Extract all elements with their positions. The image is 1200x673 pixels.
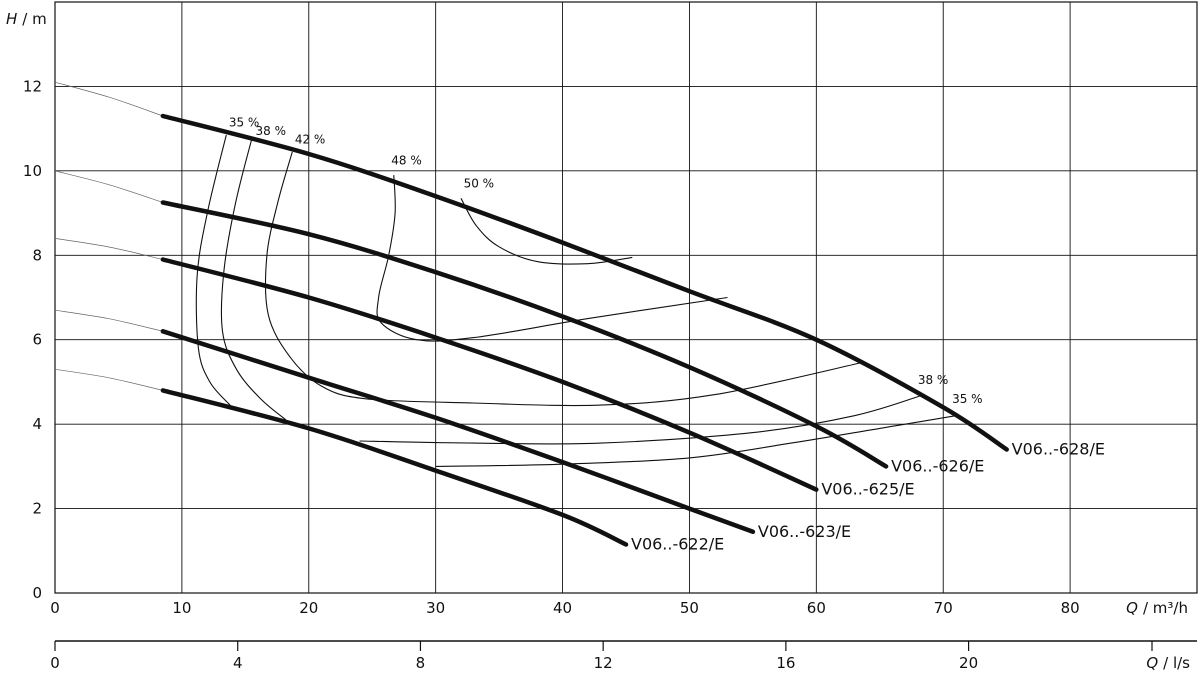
curve-extension-line: [54, 238, 163, 260]
pump-curve: [160, 113, 1009, 452]
x-axis-unit: / m³/h: [1143, 599, 1188, 617]
efficiency-label: 35 %: [229, 116, 259, 130]
x2-axis-label: Q / l/s: [1146, 654, 1190, 672]
y-axis-symbol: H: [6, 10, 17, 28]
x2-tick-label: 8: [416, 654, 426, 672]
efficiency-curve: [195, 134, 231, 406]
x-tick-label: 30: [426, 599, 445, 617]
x-tick-label: 60: [807, 599, 826, 617]
x-tick-label: 10: [172, 599, 191, 617]
plot-frame: [54, 1, 1198, 594]
x2-tick-label: 0: [50, 654, 60, 672]
x-tick-label: 0: [50, 599, 60, 617]
pump-curve-label: V06..-623/E: [758, 522, 851, 541]
pump-curve-label: V06..-626/E: [891, 456, 984, 475]
y-tick-label: 0: [32, 584, 42, 602]
efficiency-curve: [220, 139, 287, 421]
x2-tick-label: 16: [776, 654, 795, 672]
efficiency-curve: [264, 151, 861, 407]
efficiency-curve: [359, 394, 925, 445]
system-lines: [54, 81, 164, 391]
y-tick-label: 10: [23, 162, 42, 180]
x-tick-label: 20: [299, 599, 318, 617]
curve-extension-line: [54, 309, 163, 332]
y-tick-label: 6: [32, 331, 42, 349]
x-axis-symbol: Q: [1126, 599, 1138, 617]
y-tick-label: 8: [32, 246, 42, 264]
x2-axis-symbol: Q: [1146, 654, 1158, 672]
efficiency-label: 38 %: [255, 124, 285, 138]
pump-curve-label: V06..-625/E: [821, 480, 914, 499]
pump-curve: [160, 200, 889, 469]
curve-extension-line: [54, 368, 163, 391]
x-tick-label: 50: [680, 599, 699, 617]
x2-tick-label: 20: [959, 654, 978, 672]
y-tick-label: 12: [23, 77, 42, 95]
x-tick-label: 80: [1061, 599, 1080, 617]
x-axis-label: Q / m³/h: [1126, 599, 1188, 617]
pump-curve: [160, 257, 819, 492]
efficiency-curve: [376, 175, 728, 342]
efficiency-label: 50 %: [464, 177, 495, 191]
efficiency-curves: [195, 134, 956, 467]
pump-curve-label: V06..-622/E: [631, 534, 724, 553]
efficiency-curve: [435, 415, 956, 467]
pump-curve-label: V06..-628/E: [1012, 439, 1105, 458]
y-axis-unit: / m: [22, 10, 46, 28]
efficiency-label: 42 %: [295, 132, 326, 146]
x2-tick-label: 12: [594, 654, 613, 672]
efficiency-curve: [460, 198, 633, 265]
pump-curve: [160, 329, 756, 535]
curve-extension-line: [54, 170, 164, 203]
x-tick-label: 70: [934, 599, 953, 617]
pump-curves: [160, 113, 1009, 547]
pump-curve: [160, 388, 629, 547]
y-tick-label: 2: [32, 500, 42, 518]
curve-extension-line: [54, 81, 164, 117]
y-axis-label: H / m: [6, 10, 47, 28]
x2-tick-label: 4: [233, 654, 243, 672]
efficiency-label: 48 %: [391, 154, 422, 168]
x2-axis-unit: / l/s: [1163, 654, 1190, 672]
x-tick-label: 40: [553, 599, 572, 617]
chart-grid: [54, 1, 1198, 651]
y-tick-label: 4: [32, 415, 42, 433]
efficiency-label: 38 %: [918, 373, 949, 387]
efficiency-label: 35 %: [952, 392, 983, 406]
